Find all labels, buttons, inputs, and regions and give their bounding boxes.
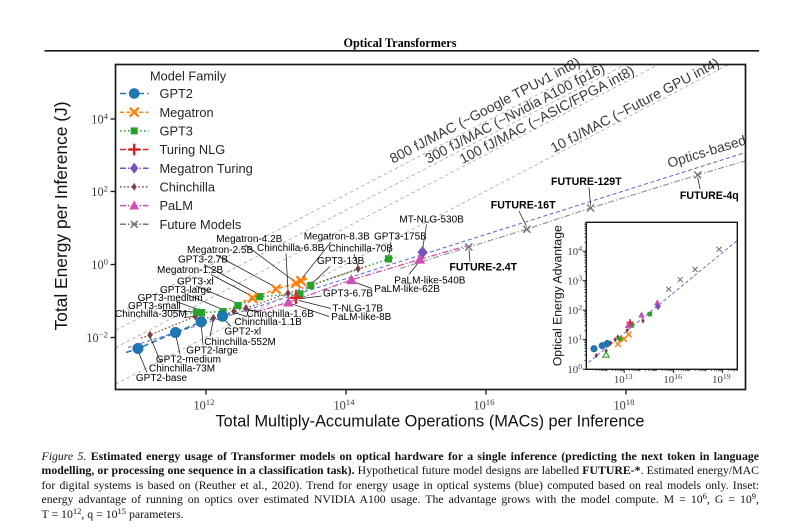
svg-text:Future Models: Future Models [160, 217, 242, 232]
svg-text:FUTURE-129T: FUTURE-129T [551, 176, 622, 188]
svg-text:Megatron-8.3B: Megatron-8.3B [304, 231, 370, 242]
svg-text:GPT2: GPT2 [160, 86, 193, 101]
svg-text:Model Family: Model Family [150, 69, 227, 84]
svg-text:Chinchilla-1.6B: Chinchilla-1.6B [247, 309, 315, 320]
svg-text:GPT3-13B: GPT3-13B [317, 256, 365, 267]
svg-text:Total Energy per Inference (J): Total Energy per Inference (J) [51, 101, 71, 330]
svg-text:PaLM-like-8B: PaLM-like-8B [331, 312, 391, 323]
svg-text:Megatron-4.2B: Megatron-4.2B [216, 234, 282, 245]
svg-text:FUTURE-2.4T: FUTURE-2.4T [449, 262, 517, 274]
svg-text:Megatron-2.5B: Megatron-2.5B [187, 245, 253, 256]
svg-text:Total Multiply-Accumulate Oper: Total Multiply-Accumulate Operations (MA… [216, 413, 645, 431]
svg-text:MT-NLG-530B: MT-NLG-530B [399, 215, 464, 226]
svg-text:Turing NLG: Turing NLG [160, 142, 226, 157]
svg-text:GPT2-medium: GPT2-medium [156, 354, 221, 365]
svg-text:GPT2-xl: GPT2-xl [224, 327, 261, 338]
svg-text:GPT3-xl: GPT3-xl [177, 277, 214, 288]
svg-text:GPT3: GPT3 [160, 123, 193, 138]
svg-text:FUTURE-4q: FUTURE-4q [680, 190, 739, 202]
svg-text:T-NLG-17B: T-NLG-17B [333, 304, 384, 315]
svg-text:PaLM-like-540B: PaLM-like-540B [394, 275, 465, 286]
svg-text:GPT3-small: GPT3-small [128, 301, 181, 312]
svg-text:Megatron Turing: Megatron Turing [160, 161, 253, 176]
svg-text:Chinchilla-6.8B: Chinchilla-6.8B [257, 243, 325, 254]
svg-text:Megatron-1.2B: Megatron-1.2B [157, 265, 223, 276]
svg-text:GPT3-large: GPT3-large [160, 285, 212, 296]
svg-text:FUTURE-16T: FUTURE-16T [491, 199, 556, 211]
svg-text:Chinchilla: Chinchilla [160, 180, 216, 195]
svg-text:Optical Energy Advantage: Optical Energy Advantage [551, 225, 565, 366]
svg-text:GPT2-large: GPT2-large [186, 345, 238, 356]
svg-text:GPT3-2.7B: GPT3-2.7B [178, 254, 228, 265]
svg-text:GPT3-medium: GPT3-medium [138, 293, 203, 304]
svg-text:PaLM-like-62B: PaLM-like-62B [374, 284, 440, 295]
svg-text:GPT3-175B: GPT3-175B [374, 231, 427, 242]
svg-text:Chinchilla-552M: Chinchilla-552M [204, 337, 276, 348]
svg-text:Chinchilla-73M: Chinchilla-73M [149, 363, 215, 374]
svg-text:Chinchilla-305M: Chinchilla-305M [115, 309, 187, 320]
svg-text:Chinchilla-70B: Chinchilla-70B [329, 244, 394, 255]
svg-text:Chinchilla-1.1B: Chinchilla-1.1B [235, 317, 303, 328]
svg-text:GPT2-base: GPT2-base [136, 373, 188, 384]
svg-text:Megatron: Megatron [160, 105, 214, 120]
svg-text:Optical Transformers: Optical Transformers [344, 36, 457, 50]
svg-text:GPT3-6.7B: GPT3-6.7B [323, 289, 373, 300]
svg-text:PaLM: PaLM [160, 198, 193, 213]
